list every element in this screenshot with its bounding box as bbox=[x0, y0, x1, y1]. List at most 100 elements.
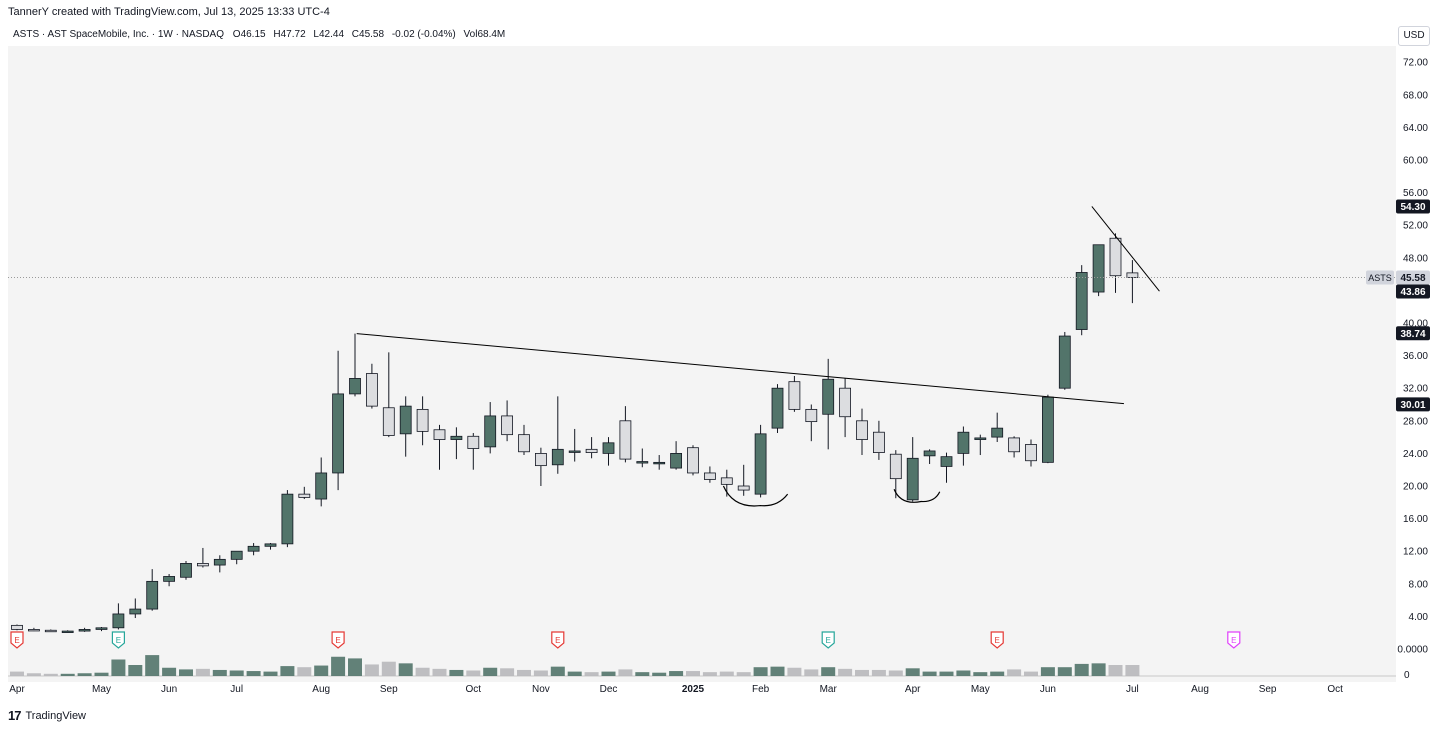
candle-body[interactable] bbox=[365, 373, 378, 407]
candle-body[interactable] bbox=[213, 558, 226, 566]
candle-body[interactable] bbox=[720, 477, 733, 485]
candle-body[interactable] bbox=[568, 450, 581, 453]
candle-body[interactable] bbox=[1025, 444, 1037, 462]
candle-body[interactable] bbox=[889, 453, 902, 480]
volume-bar bbox=[500, 668, 515, 676]
volume-bar bbox=[77, 673, 92, 676]
y-tick-label: 68.00 bbox=[1403, 90, 1428, 101]
candle-body[interactable] bbox=[1126, 272, 1139, 278]
candle-body[interactable] bbox=[146, 580, 159, 610]
candle-body[interactable] bbox=[11, 624, 23, 630]
low-value: 42.44 bbox=[319, 29, 344, 40]
close-label: C bbox=[352, 29, 359, 40]
candle-body[interactable] bbox=[788, 381, 801, 410]
earnings-marker-icon[interactable] bbox=[1227, 631, 1241, 649]
candle-body[interactable] bbox=[467, 435, 480, 449]
volume-bar bbox=[956, 670, 971, 676]
candle-body[interactable] bbox=[585, 448, 598, 453]
earnings-marker-icon[interactable] bbox=[990, 631, 1004, 649]
candle-body[interactable] bbox=[1109, 237, 1122, 277]
volume-bar bbox=[415, 667, 430, 676]
candle-body[interactable] bbox=[704, 472, 716, 480]
candle-body[interactable] bbox=[906, 457, 919, 501]
candle-body[interactable] bbox=[129, 608, 142, 615]
candle-body[interactable] bbox=[163, 576, 176, 582]
earnings-marker-icon[interactable] bbox=[821, 631, 835, 649]
volume-bar bbox=[618, 669, 633, 676]
candle-body[interactable] bbox=[332, 393, 345, 474]
candle-body[interactable] bbox=[822, 378, 835, 415]
earnings-marker-icon[interactable] bbox=[551, 631, 565, 649]
candle-body[interactable] bbox=[1042, 396, 1054, 463]
candle-body[interactable] bbox=[551, 448, 564, 466]
candle-body[interactable] bbox=[923, 450, 936, 457]
open-label: O bbox=[233, 29, 241, 40]
volume-bar bbox=[1091, 663, 1106, 676]
volume-bar bbox=[1007, 669, 1022, 676]
candle-body[interactable] bbox=[873, 431, 885, 453]
candle-body[interactable] bbox=[450, 435, 463, 440]
candle-body[interactable] bbox=[535, 452, 547, 467]
candle-body[interactable] bbox=[771, 387, 784, 429]
y-tick-label: 28.00 bbox=[1403, 416, 1428, 427]
candle-body[interactable] bbox=[61, 630, 74, 633]
y-tick-label: 48.00 bbox=[1403, 253, 1428, 264]
candle-body[interactable] bbox=[27, 629, 40, 632]
candle-body[interactable] bbox=[737, 485, 750, 491]
candle-body[interactable] bbox=[636, 461, 649, 464]
candle-body[interactable] bbox=[653, 461, 666, 465]
candle-body[interactable] bbox=[112, 613, 125, 629]
candle-body[interactable] bbox=[95, 627, 108, 630]
candle-body[interactable] bbox=[805, 408, 818, 423]
candle-body[interactable] bbox=[281, 493, 294, 545]
candle-body[interactable] bbox=[230, 550, 243, 560]
ticker-tag-label: ASTS bbox=[1368, 273, 1392, 283]
y-tick-label: 64.00 bbox=[1403, 123, 1428, 134]
candle-body[interactable] bbox=[501, 415, 514, 436]
candle-body[interactable] bbox=[44, 629, 57, 633]
candle-body[interactable] bbox=[991, 427, 1004, 438]
candle-body[interactable] bbox=[382, 407, 395, 436]
volume-bar bbox=[753, 667, 768, 676]
candle-body[interactable] bbox=[1075, 272, 1088, 330]
candle-body[interactable] bbox=[399, 405, 412, 435]
candle-body[interactable] bbox=[298, 493, 311, 498]
candle-body[interactable] bbox=[839, 387, 851, 418]
candle-body[interactable] bbox=[687, 447, 699, 474]
candle-body[interactable] bbox=[1058, 335, 1071, 389]
earnings-marker-icon[interactable] bbox=[111, 631, 125, 649]
candle-body[interactable] bbox=[602, 442, 615, 454]
candle-body[interactable] bbox=[196, 563, 209, 567]
candle-body[interactable] bbox=[484, 415, 497, 448]
candle-body[interactable] bbox=[1092, 244, 1105, 293]
candle-body[interactable] bbox=[974, 437, 987, 440]
volume-value: 68.4M bbox=[477, 29, 505, 40]
volume-bar bbox=[229, 670, 244, 676]
earnings-marker-icon[interactable] bbox=[331, 631, 345, 649]
volume-bar bbox=[1074, 663, 1089, 676]
candle-body[interactable] bbox=[349, 378, 361, 395]
high-value: 47.72 bbox=[281, 29, 306, 40]
x-tick-label: Jun bbox=[161, 684, 177, 695]
candle-body[interactable] bbox=[957, 431, 970, 454]
candle-body[interactable] bbox=[754, 433, 767, 495]
volume-bar bbox=[888, 670, 903, 676]
price-tag-value: 38.74 bbox=[1400, 329, 1425, 340]
candle-body[interactable] bbox=[180, 563, 192, 578]
candle-body[interactable] bbox=[940, 456, 953, 467]
candle-body[interactable] bbox=[247, 545, 260, 552]
candle-body[interactable] bbox=[1008, 437, 1020, 453]
candle-body[interactable] bbox=[78, 629, 91, 632]
tradingview-logo-icon: 17 bbox=[8, 708, 22, 723]
candle-body[interactable] bbox=[416, 408, 429, 432]
candle-body[interactable] bbox=[315, 472, 328, 500]
candle-body[interactable] bbox=[264, 543, 277, 547]
candle-body[interactable] bbox=[670, 452, 682, 469]
candle-body[interactable] bbox=[518, 434, 530, 453]
candle-body[interactable] bbox=[433, 429, 446, 440]
candle-body[interactable] bbox=[856, 420, 868, 440]
currency-button[interactable]: USD bbox=[1398, 26, 1430, 46]
candle-body[interactable] bbox=[619, 420, 632, 460]
earnings-marker-icon[interactable] bbox=[10, 631, 24, 649]
